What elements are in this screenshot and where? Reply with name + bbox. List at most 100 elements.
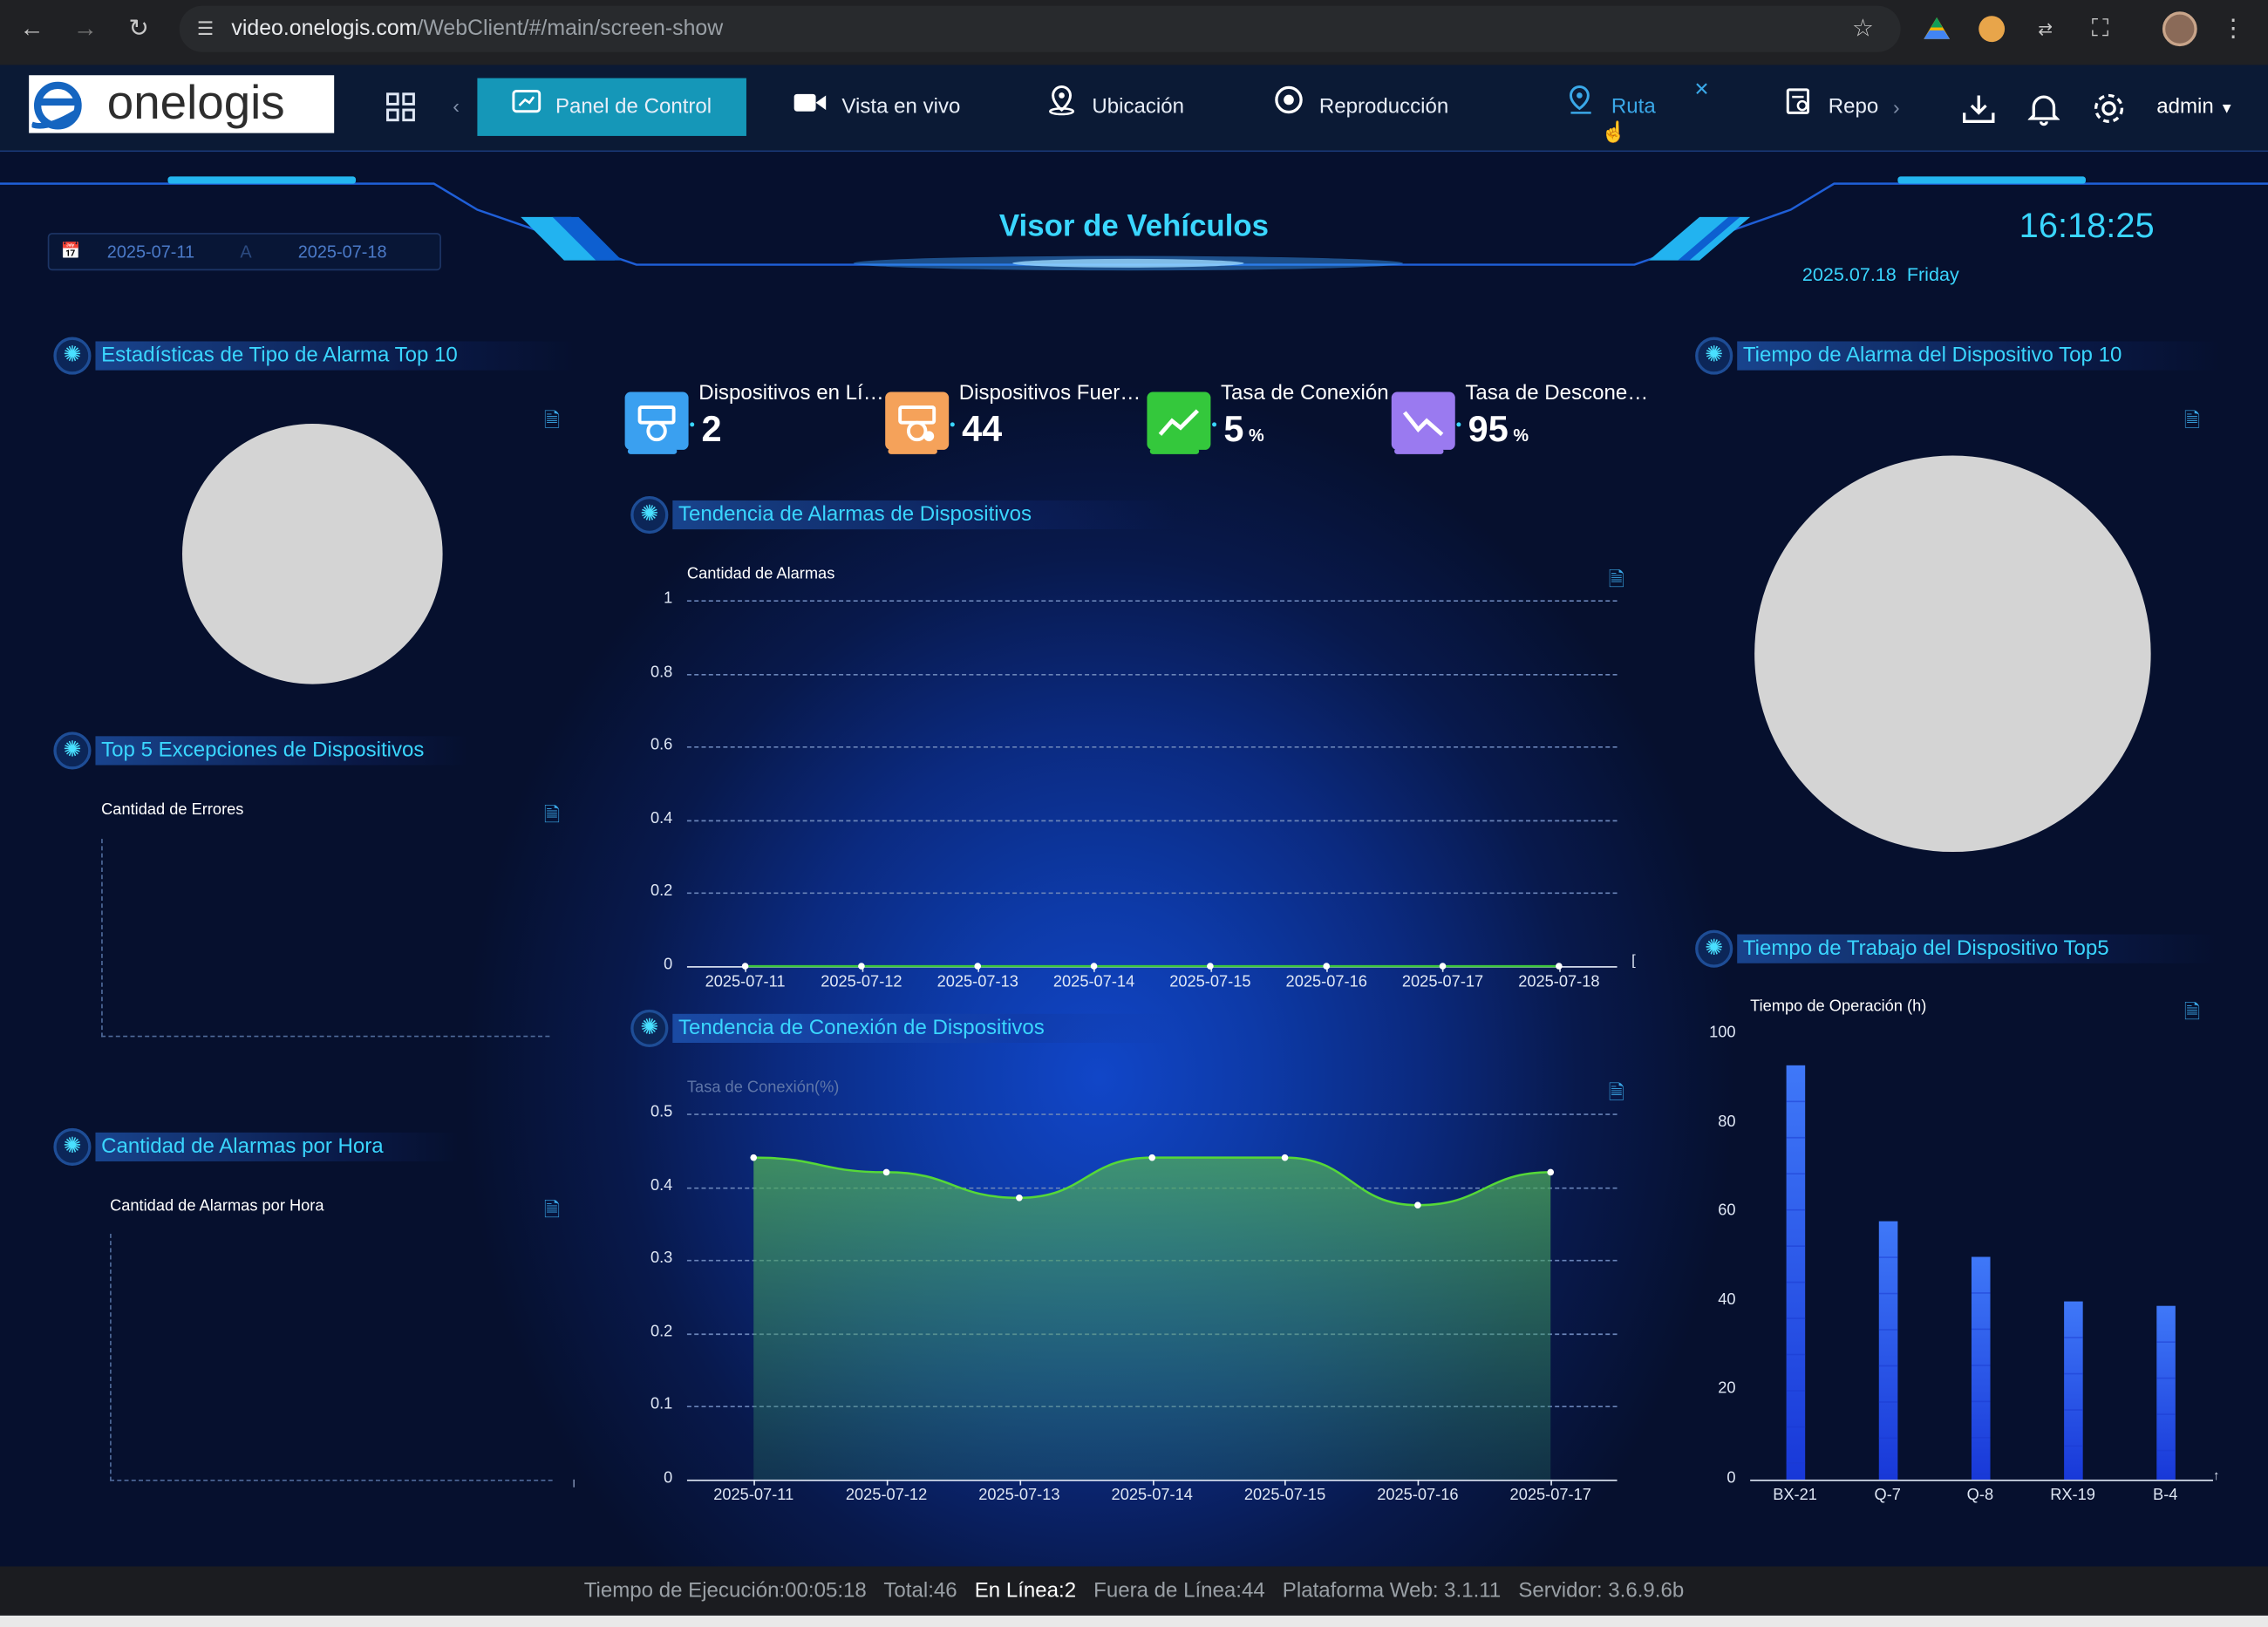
- back-arrow-icon[interactable]: ←: [19, 14, 44, 43]
- nav-item-ruta[interactable]: Ruta: [1565, 78, 1656, 136]
- export-document-icon[interactable]: 🗎: [2183, 999, 2201, 1023]
- data-point[interactable]: [1556, 963, 1563, 970]
- export-document-icon[interactable]: 🗎: [543, 802, 561, 827]
- kpi-icon-base: [1149, 448, 1200, 454]
- kpi-dot: [1456, 422, 1461, 427]
- page-title: Visor de Vehículos: [998, 209, 1270, 243]
- connection-trend-chart: 0.5 0.4 0.3 0.2 0.1 0 2025-07-11 2025-07-12 2025…: [0, 152, 2268, 1566]
- export-document-icon[interactable]: 🗎: [1608, 1080, 1625, 1104]
- nav-item-ubicacion[interactable]: Ubicación: [1045, 78, 1184, 136]
- data-point[interactable]: [858, 963, 865, 970]
- notification-bell-icon[interactable]: [2026, 92, 2060, 133]
- forward-arrow-icon[interactable]: →: [72, 14, 98, 43]
- url-text: video.onelogis.com/WebClient/#/main/scre…: [231, 16, 723, 40]
- axis-title: Tasa de Conexión(%): [686, 1079, 840, 1097]
- axis-end-marker: [: [1631, 953, 1636, 970]
- route-pin-icon: [1565, 78, 1597, 136]
- y-tick-label: 0: [664, 1469, 673, 1487]
- more-menu-icon[interactable]: ⋮: [2221, 14, 2246, 43]
- x-tick-label: RX-19: [2050, 1487, 2095, 1505]
- nav-scroll-left-icon[interactable]: ‹: [453, 93, 460, 118]
- kpi-label: Dispositivos en Lí…: [698, 381, 884, 405]
- pinwheel-icon: ✺: [630, 1009, 669, 1047]
- export-document-icon[interactable]: 🗎: [543, 1197, 561, 1222]
- kpi-value: 95 %: [1468, 409, 1529, 451]
- data-point[interactable]: [1148, 1154, 1156, 1161]
- x-tick: [1018, 1479, 1021, 1486]
- bookmark-star-icon[interactable]: ☆: [1851, 14, 1875, 43]
- data-point[interactable]: [974, 963, 982, 970]
- weekday-text: Friday: [1906, 262, 1959, 285]
- profile-avatar[interactable]: [2162, 11, 2197, 47]
- bar[interactable]: [1878, 1221, 1898, 1480]
- y-tick-label: 0.5: [650, 1103, 673, 1121]
- empty-chart-baseline: [101, 1035, 550, 1038]
- nav-scroll-right-icon[interactable]: ›: [1892, 95, 1900, 119]
- mouse-cursor-icon: ☝: [1601, 119, 1627, 144]
- pinwheel-icon: ✺: [53, 1127, 92, 1166]
- onelogis-logo[interactable]: onelogis: [29, 75, 335, 133]
- export-document-icon[interactable]: 🗎: [2183, 407, 2201, 432]
- nav-item-reproduccion[interactable]: Reproducción: [1273, 78, 1448, 136]
- y-tick-label: 0.4: [650, 1176, 673, 1195]
- site-info-icon[interactable]: ☰: [196, 17, 215, 39]
- empty-chart-baseline: [110, 1479, 553, 1481]
- pinwheel-icon: ✺: [53, 337, 92, 375]
- x-tick-label: B-4: [2153, 1487, 2178, 1505]
- data-point[interactable]: [1439, 963, 1447, 970]
- data-point[interactable]: [1414, 1202, 1421, 1209]
- axis-title: Cantidad de Alarmas: [686, 565, 835, 583]
- bottom-strip: [0, 1615, 2268, 1627]
- date-range-picker[interactable]: 📅 2025-07-11 A 2025-07-18: [47, 233, 441, 271]
- nav-label: Vista en vivo: [841, 95, 961, 119]
- user-menu[interactable]: admin ▼: [2156, 95, 2234, 119]
- x-axis: [1750, 1479, 2213, 1481]
- url-path: /WebClient/#/main/screen-show: [417, 16, 724, 41]
- nav-item-vista-en-vivo[interactable]: Vista en vivo: [793, 78, 960, 136]
- nav-item-panel-de-control[interactable]: Panel de Control: [477, 78, 746, 136]
- bar[interactable]: [1971, 1256, 1991, 1480]
- apps-grid-icon[interactable]: [385, 92, 416, 123]
- bar[interactable]: [1786, 1065, 1806, 1480]
- status-bar: Tiempo de Ejecución:00:05:18 Total:46 En…: [0, 1566, 2268, 1616]
- kpi-dot: [950, 422, 955, 427]
- y-tick-label: 0.3: [650, 1249, 673, 1268]
- kpi-unit: %: [1508, 425, 1529, 446]
- bar[interactable]: [2064, 1301, 2083, 1480]
- kpi-icon-base: [888, 448, 937, 454]
- trend-up-icon: [1147, 391, 1211, 450]
- extension-icon[interactable]: [1979, 16, 2006, 43]
- x-tick: [1152, 1479, 1154, 1486]
- export-document-icon[interactable]: 🗎: [1608, 567, 1625, 590]
- close-tab-icon[interactable]: ✕: [1693, 78, 1710, 100]
- nav-item-repo[interactable]: Repo ›: [1785, 78, 1900, 136]
- reload-icon[interactable]: ↻: [128, 14, 150, 43]
- data-point[interactable]: [1281, 1154, 1289, 1161]
- data-point[interactable]: [1090, 963, 1098, 970]
- kpi-number: 95: [1468, 409, 1509, 450]
- video-camera-icon: [793, 78, 828, 136]
- data-point[interactable]: [1016, 1194, 1023, 1202]
- calendar-icon: 📅: [60, 242, 81, 261]
- download-icon[interactable]: [1961, 92, 1996, 132]
- panel-title-top5-exceptions: Top 5 Excepciones de Dispositivos: [95, 736, 469, 766]
- address-bar[interactable]: [179, 5, 1901, 52]
- axis-title: Tiempo de Operación (h): [1750, 997, 1927, 1016]
- drive-extension-icon[interactable]: [1924, 17, 1951, 41]
- export-document-icon[interactable]: 🗎: [543, 407, 561, 432]
- data-point[interactable]: [750, 1154, 758, 1161]
- x-tick-label: 2025-07-13: [936, 973, 1018, 991]
- puzzle-extensions-icon[interactable]: ⛶: [2091, 14, 2109, 43]
- bar[interactable]: [2156, 1305, 2176, 1480]
- gridline: [686, 820, 1618, 821]
- data-point[interactable]: [1207, 963, 1214, 970]
- data-point[interactable]: [882, 1168, 890, 1176]
- extension-arrows-icon[interactable]: ⇄: [2038, 18, 2053, 39]
- data-point[interactable]: [1547, 1168, 1555, 1176]
- x-tick-label: 2025-07-11: [713, 1487, 794, 1505]
- data-point[interactable]: [741, 963, 749, 970]
- data-point[interactable]: [1323, 963, 1331, 970]
- settings-gear-icon[interactable]: [2092, 92, 2127, 133]
- x-tick-label: 2025-07-12: [845, 1487, 928, 1505]
- y-tick-label: 20: [1718, 1380, 1736, 1399]
